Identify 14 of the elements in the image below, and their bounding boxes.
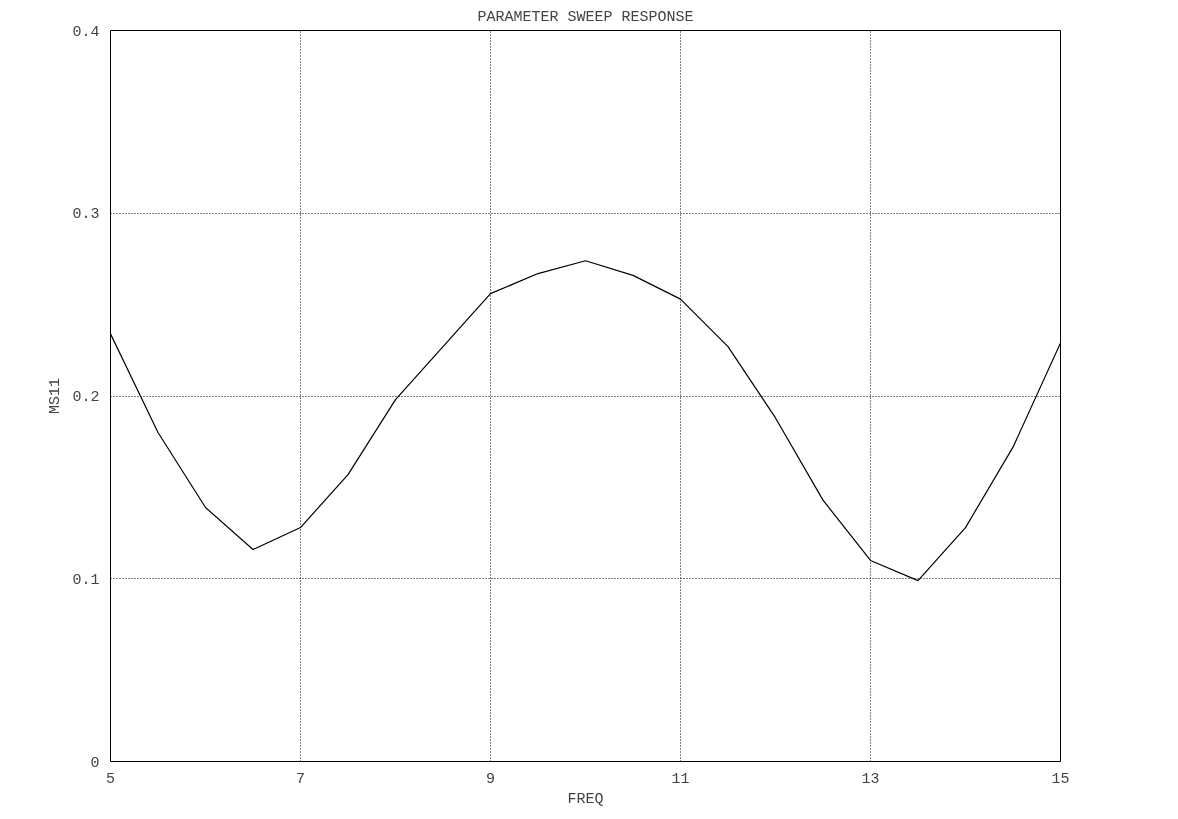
x-tick-label: 5 — [106, 770, 116, 788]
y-tick-label: 0.1 — [72, 571, 100, 589]
y-tick-label: 0 — [90, 754, 100, 772]
y-tick-label: 0.4 — [72, 23, 100, 41]
y-axis-title: MS11 — [47, 377, 65, 414]
y-tick-label: 0.2 — [72, 389, 100, 406]
x-tick-label: 7 — [296, 770, 306, 788]
x-tick-label: 15 — [1051, 770, 1070, 788]
x-tick-label: 11 — [671, 770, 690, 788]
y-tick-label: 0.3 — [72, 206, 100, 224]
x-axis-title: FREQ — [567, 790, 604, 808]
x-tick-label: 9 — [486, 770, 496, 788]
chart-title: PARAMETER SWEEP RESPONSE — [477, 8, 694, 26]
x-tick-label: 13 — [861, 770, 880, 788]
